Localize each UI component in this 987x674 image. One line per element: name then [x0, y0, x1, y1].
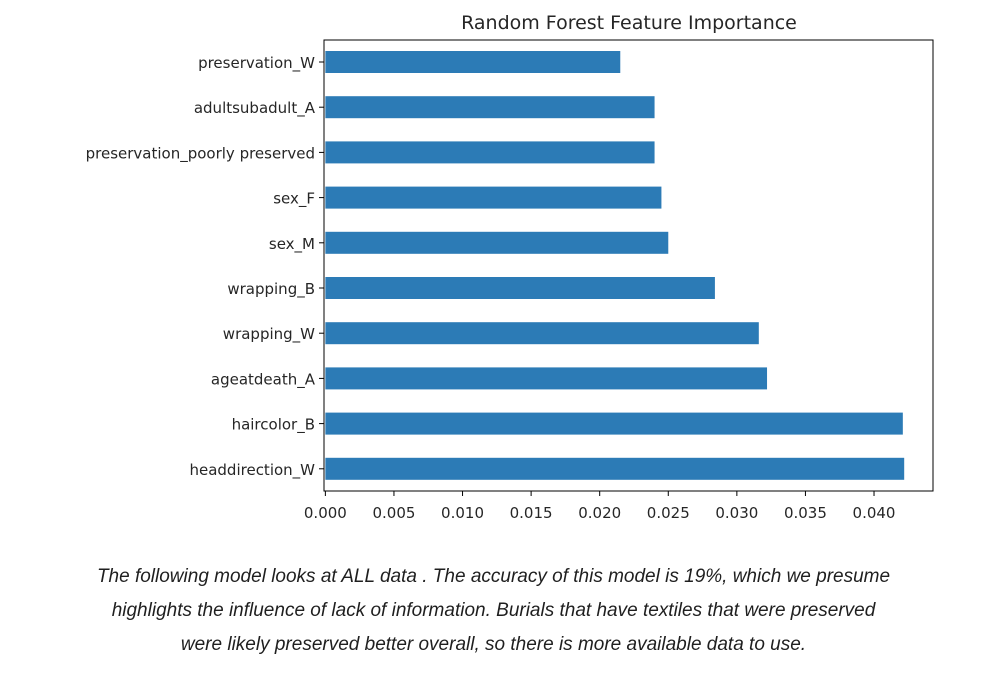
y-tick-label: wrapping_W [223, 325, 315, 344]
y-tick-label: headdirection_W [189, 461, 315, 480]
x-tick-label: 0.000 [304, 504, 347, 522]
x-tick-label: 0.005 [372, 504, 415, 522]
y-tick-label: haircolor_B [232, 416, 315, 435]
bar [325, 96, 655, 119]
y-tick-label: wrapping_B [227, 280, 315, 299]
bar [325, 277, 715, 299]
y-tick-label: ageatdeath_A [211, 370, 316, 389]
bar [325, 231, 669, 254]
y-tick-label: preservation_W [198, 54, 315, 73]
caption-line: The following model looks at ALL data . … [96, 566, 891, 587]
bar [325, 322, 759, 345]
bar [325, 367, 768, 390]
bar [325, 51, 621, 73]
y-tick-label: adultsubadult_A [194, 99, 316, 118]
bar [325, 457, 905, 480]
y-tick-label: sex_M [269, 235, 315, 254]
bar [325, 186, 662, 209]
x-tick-label: 0.035 [784, 504, 827, 522]
x-tick-label: 0.025 [647, 504, 690, 522]
x-tick-label: 0.040 [853, 504, 896, 522]
caption-line: were likely preserved better overall, so… [180, 634, 807, 655]
y-tick-label: preservation_poorly preserved [86, 144, 315, 163]
chart-caption: The following model looks at ALL data . … [20, 560, 967, 662]
x-tick-label: 0.010 [441, 504, 484, 522]
plot-frame [323, 39, 934, 492]
x-tick-label: 0.020 [578, 504, 621, 522]
bar [325, 412, 903, 435]
chart-title: Random Forest Feature Importance [461, 12, 797, 34]
bar [325, 141, 655, 164]
x-tick-label: 0.030 [715, 504, 758, 522]
y-tick-label: sex_F [273, 190, 315, 209]
feature-importance-chart: Random Forest Feature Importance preserv… [86, 12, 934, 522]
caption-line: highlights the influence of lack of info… [111, 600, 876, 621]
x-tick-label: 0.015 [510, 504, 553, 522]
